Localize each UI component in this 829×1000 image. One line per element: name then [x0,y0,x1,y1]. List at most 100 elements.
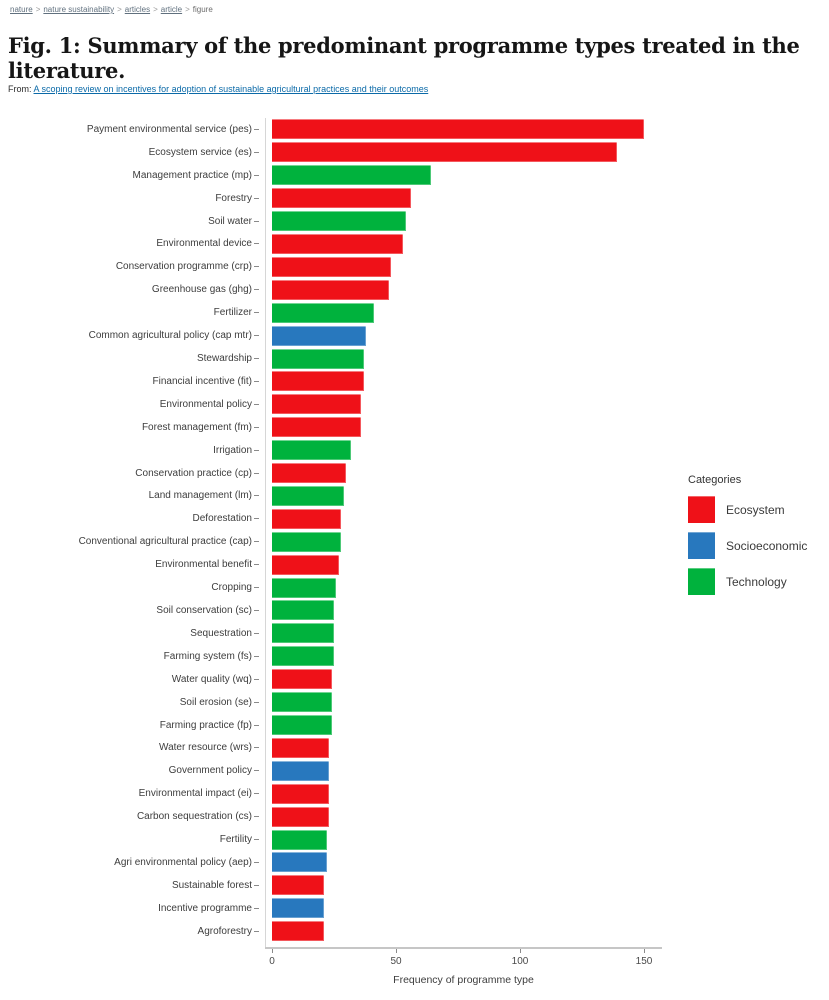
bar-technology [272,348,364,369]
y-axis-label: Fertility [219,834,252,846]
source-article-link[interactable]: A scoping review on incentives for adopt… [33,84,429,94]
x-tick-label: 50 [390,956,402,967]
y-tick-mark [254,220,259,222]
bar-row: Financial incentive (fit) [0,370,829,393]
y-tick-mark [254,632,259,634]
y-axis-label: Farming practice (fp) [159,719,252,731]
y-axis-label: Fertilizer [213,307,252,319]
bar-row: Environmental impact (ei) [0,782,829,805]
y-tick-mark [254,609,259,611]
legend-label: Ecosystem [726,502,785,517]
bar-rows: Payment environmental service (pes) Ecosy… [0,118,829,943]
y-tick-mark [254,816,259,818]
bar-row: Deforestation [0,507,829,530]
y-tick-mark [254,587,259,589]
y-tick-mark [254,312,259,314]
y-axis-label: Soil water [208,215,252,227]
breadcrumb-separator: > [117,5,122,14]
bar-ecosystem [272,188,411,209]
y-tick-mark [254,426,259,428]
bar-technology [272,600,334,621]
y-tick-mark [254,930,259,932]
y-axis-label: Sequestration [190,627,252,639]
bar-ecosystem [272,554,339,575]
bar-technology [272,715,332,736]
bar-row: Carbon sequestration (cs) [0,805,829,828]
y-tick-mark [254,770,259,772]
y-tick-mark [254,449,259,451]
y-axis-label: Conventional agricultural practice (cap) [78,536,252,548]
bar-row: Sustainable forest [0,874,829,897]
bar-row: Fertility [0,828,829,851]
breadcrumb-item-figure: figure [192,5,213,14]
bar-row: Agri environmental policy (aep) [0,851,829,874]
bar-technology [272,646,334,667]
legend-entries: Ecosystem Socioeconomic Technology [688,496,807,595]
y-tick-mark [254,747,259,749]
bar-ecosystem [272,669,332,690]
y-axis-label: Deforestation [192,513,252,525]
y-axis-label: Agroforestry [197,925,252,937]
figure-source: From: A scoping review on incentives for… [8,84,428,94]
y-axis-label: Environmental benefit [155,559,252,571]
breadcrumb-item-nature-sustainability[interactable]: nature sustainability [43,5,115,14]
bar-row: Conservation programme (crp) [0,255,829,278]
bar-row: Water quality (wq) [0,668,829,691]
x-tick-label: 0 [269,956,275,967]
y-axis-label: Carbon sequestration (cs) [136,811,252,823]
bar-row: Agroforestry [0,920,829,943]
y-axis-label: Land management (lm) [148,490,252,502]
breadcrumb-item-article[interactable]: article [160,5,183,14]
bar-ecosystem [272,233,404,254]
y-axis-label: Stewardship [196,353,252,365]
bar-row: Farming practice (fp) [0,714,829,737]
y-tick-mark [254,724,259,726]
y-tick-mark [254,701,259,703]
bar-row: Land management (lm) [0,485,829,508]
bar-socioeconomic [272,852,327,873]
y-tick-mark [254,289,259,291]
legend-entry-technology: Technology [688,568,807,595]
y-tick-mark [254,335,259,337]
bar-row: Greenhouse gas (ghg) [0,278,829,301]
y-axis-label: Cropping [211,582,252,594]
bar-technology [272,211,406,232]
bar-technology [272,623,334,644]
y-axis-label: Water quality (wq) [171,673,252,685]
bar-ecosystem [272,508,342,529]
y-axis-label: Forest management (fm) [141,421,252,433]
bar-row: Incentive programme [0,897,829,920]
y-tick-mark [254,472,259,474]
bar-technology [272,485,344,506]
breadcrumb-item-articles[interactable]: articles [124,5,151,14]
bar-ecosystem [272,921,325,942]
y-axis-label: Forestry [215,192,252,204]
figure-title: Fig. 1: Summary of the predominant progr… [8,33,800,83]
bar-row: Farming system (fs) [0,645,829,668]
legend-label: Socioeconomic [726,538,808,553]
y-tick-mark [254,358,259,360]
bar-row: Water resource (wrs) [0,736,829,759]
bar-ecosystem [272,463,347,484]
y-axis-label: Soil conservation (sc) [156,604,252,616]
x-tick-mark [271,949,273,953]
x-tick-label: 100 [511,956,529,967]
x-tick-mark [643,949,645,953]
bar-row: Conventional agricultural practice (cap) [0,530,829,553]
bar-ecosystem [272,119,644,140]
breadcrumb-item-nature[interactable]: nature [10,5,33,14]
y-axis-label: Environmental device [156,238,252,250]
bar-row: Ecosystem service (es) [0,141,829,164]
bar-technology [272,692,332,713]
bar-technology [272,440,352,461]
bar-ecosystem [272,875,325,896]
bar-row: Irrigation [0,439,829,462]
y-axis-label: Environmental impact (ei) [138,788,252,800]
bar-socioeconomic [272,325,367,346]
y-axis-label: Ecosystem service (es) [148,146,252,158]
breadcrumb-separator: > [153,5,158,14]
legend-swatch-ecosystem [688,496,715,523]
bar-row: Environmental benefit [0,553,829,576]
y-tick-mark [254,128,259,130]
legend-swatch-technology [688,568,715,595]
